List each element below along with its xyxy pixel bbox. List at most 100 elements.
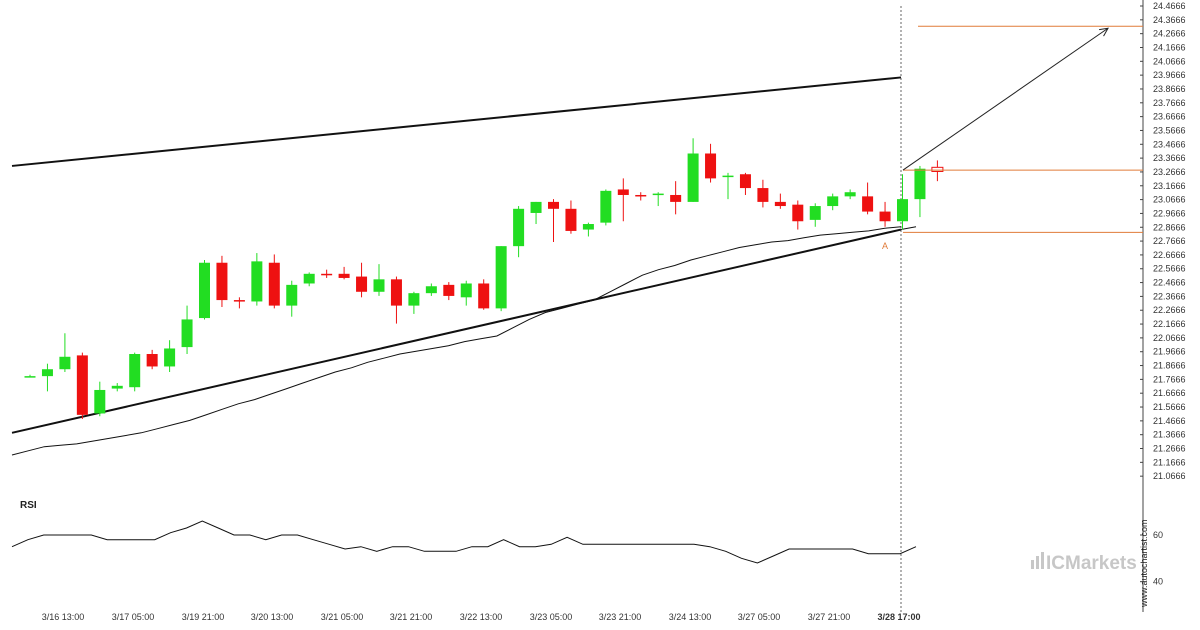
candle	[914, 165, 926, 218]
candle	[216, 255, 228, 307]
moving-average-layer	[11, 226, 902, 456]
candle	[652, 192, 664, 207]
candles-layer	[24, 138, 944, 420]
price-tick-label: 24.1666	[1153, 42, 1186, 52]
candle-body	[181, 319, 193, 348]
candle-body	[548, 201, 559, 209]
candle	[792, 200, 804, 230]
candle-body	[76, 355, 88, 415]
candle-body	[286, 284, 298, 306]
candle	[373, 264, 385, 296]
price-tick-label: 21.3666	[1153, 430, 1186, 440]
candle	[268, 254, 280, 309]
candle-body	[513, 208, 525, 247]
candle-body	[931, 166, 944, 172]
candle-body	[460, 283, 472, 298]
candle	[478, 279, 490, 310]
candle	[146, 349, 158, 370]
candle-body	[338, 273, 350, 278]
candle-body	[722, 175, 734, 178]
candle	[233, 297, 245, 309]
candle-body	[600, 190, 612, 223]
price-tick-label: 23.0666	[1153, 195, 1186, 205]
candle-body	[879, 211, 891, 222]
candle	[41, 363, 53, 392]
candle-body	[390, 279, 402, 306]
time-tick-label: 3/27 05:00	[738, 612, 781, 622]
candle	[548, 199, 559, 242]
candle-body	[495, 246, 507, 309]
price-tick-label: 22.0666	[1153, 333, 1186, 343]
price-tick-label: 22.7666	[1153, 236, 1186, 246]
candle	[286, 280, 298, 317]
watermark: www.autochartist.com	[1139, 519, 1149, 608]
brand-logo: ICMarkets	[1031, 552, 1137, 574]
candle	[408, 291, 420, 314]
price-levels-layer: A	[882, 25, 1143, 251]
candle-body	[425, 286, 437, 294]
price-tick-label: 23.3666	[1153, 153, 1186, 163]
candle	[687, 138, 699, 202]
candle	[774, 193, 786, 209]
candle-body	[757, 188, 769, 202]
time-tick-label: 3/24 13:00	[669, 612, 712, 622]
candle	[76, 352, 88, 420]
candle-body	[41, 369, 53, 377]
candle	[879, 201, 891, 227]
price-tick-label: 21.8666	[1153, 361, 1186, 371]
candle-body	[199, 262, 210, 319]
candle	[844, 189, 856, 200]
candle-body	[251, 261, 263, 302]
candle	[111, 383, 123, 392]
candle	[617, 178, 629, 222]
price-tick-label: 21.1666	[1153, 457, 1186, 467]
candle	[164, 340, 176, 372]
price-tick-label: 23.2666	[1153, 167, 1186, 177]
price-tick-label: 21.0666	[1153, 471, 1186, 481]
candle-body	[897, 199, 908, 222]
time-tick-label: 3/22 13:00	[460, 612, 503, 622]
price-tick-label: 24.3666	[1153, 15, 1186, 25]
candle-body	[582, 224, 594, 230]
price-tick-label: 22.4666	[1153, 278, 1186, 288]
candle-body	[129, 354, 141, 388]
candle-body	[443, 284, 455, 296]
candle-body	[94, 389, 106, 414]
forecast-arrow-head	[1099, 27, 1109, 37]
pattern-point-label: A	[882, 241, 888, 251]
trend-channel-layer	[11, 76, 917, 434]
rsi-title: RSI	[20, 500, 37, 511]
price-tick-label: 23.4666	[1153, 139, 1186, 149]
price-tick-label: 22.9666	[1153, 208, 1186, 218]
candle	[635, 192, 647, 201]
candle-body	[233, 300, 245, 302]
time-tick-label: 3/19 21:00	[182, 612, 225, 622]
candle	[425, 283, 437, 296]
candle-body	[146, 354, 158, 367]
candle	[94, 381, 106, 417]
candle	[390, 276, 402, 324]
brand-bars-icon	[1031, 552, 1044, 569]
time-tick-label: 3/16 13:00	[42, 612, 85, 622]
candle	[897, 174, 908, 230]
time-axis: 3/16 13:00 3/17 05:00 3/19 21:00 3/20 13:00…	[42, 612, 921, 622]
candle	[827, 193, 839, 211]
candle	[321, 269, 333, 278]
price-axis: 24.4666 24.3666 24.2666 24.1666 24.0666 23.96…	[1140, 1, 1186, 481]
candle-body	[356, 276, 368, 292]
candle	[356, 262, 368, 298]
candle-body	[408, 293, 420, 306]
candle-body	[670, 194, 682, 202]
time-tick-label: 3/27 21:00	[808, 612, 851, 622]
candle	[670, 181, 682, 215]
candle	[530, 201, 542, 225]
candle	[338, 266, 350, 280]
price-tick-label: 21.7666	[1153, 374, 1186, 384]
candle	[199, 259, 210, 320]
rsi-tick-label: 60	[1153, 530, 1163, 540]
rsi-tick-label: 40	[1153, 577, 1163, 587]
candle-body	[373, 279, 385, 292]
candle-body	[216, 262, 228, 301]
time-tick-label: 3/21 21:00	[390, 612, 433, 622]
